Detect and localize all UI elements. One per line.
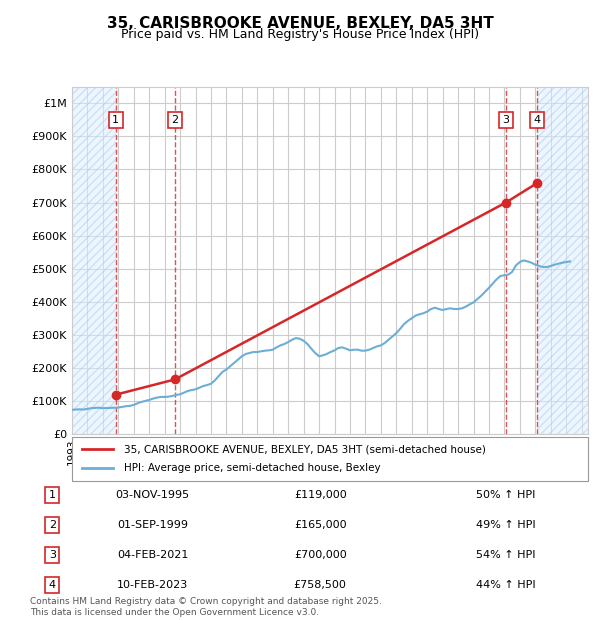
FancyBboxPatch shape [72,437,588,480]
Text: £165,000: £165,000 [294,520,346,530]
Bar [72,87,116,434]
Text: 10-FEB-2023: 10-FEB-2023 [117,580,188,590]
Text: 35, CARISBROOKE AVENUE, BEXLEY, DA5 3HT (semi-detached house): 35, CARISBROOKE AVENUE, BEXLEY, DA5 3HT … [124,445,485,454]
Text: HPI: Average price, semi-detached house, Bexley: HPI: Average price, semi-detached house,… [124,463,380,473]
Text: 01-SEP-1999: 01-SEP-1999 [117,520,188,530]
Text: 3: 3 [502,115,509,125]
Text: Contains HM Land Registry data © Crown copyright and database right 2025.
This d: Contains HM Land Registry data © Crown c… [30,598,382,617]
Text: 50% ↑ HPI: 50% ↑ HPI [476,490,536,500]
Text: 4: 4 [533,115,541,125]
Text: £119,000: £119,000 [294,490,347,500]
Text: 2: 2 [49,520,56,530]
Text: 04-FEB-2021: 04-FEB-2021 [117,550,188,560]
Text: 1: 1 [49,490,56,500]
Text: 35, CARISBROOKE AVENUE, BEXLEY, DA5 3HT: 35, CARISBROOKE AVENUE, BEXLEY, DA5 3HT [107,16,493,30]
Text: 54% ↑ HPI: 54% ↑ HPI [476,550,536,560]
Text: 1: 1 [112,115,119,125]
Text: 44% ↑ HPI: 44% ↑ HPI [476,580,536,590]
Text: £700,000: £700,000 [294,550,347,560]
Text: 03-NOV-1995: 03-NOV-1995 [116,490,190,500]
Bar [537,87,588,434]
Text: 4: 4 [49,580,56,590]
Text: 2: 2 [172,115,178,125]
Text: Price paid vs. HM Land Registry's House Price Index (HPI): Price paid vs. HM Land Registry's House … [121,28,479,41]
Text: 49% ↑ HPI: 49% ↑ HPI [476,520,536,530]
Text: £758,500: £758,500 [294,580,347,590]
Text: 3: 3 [49,550,56,560]
